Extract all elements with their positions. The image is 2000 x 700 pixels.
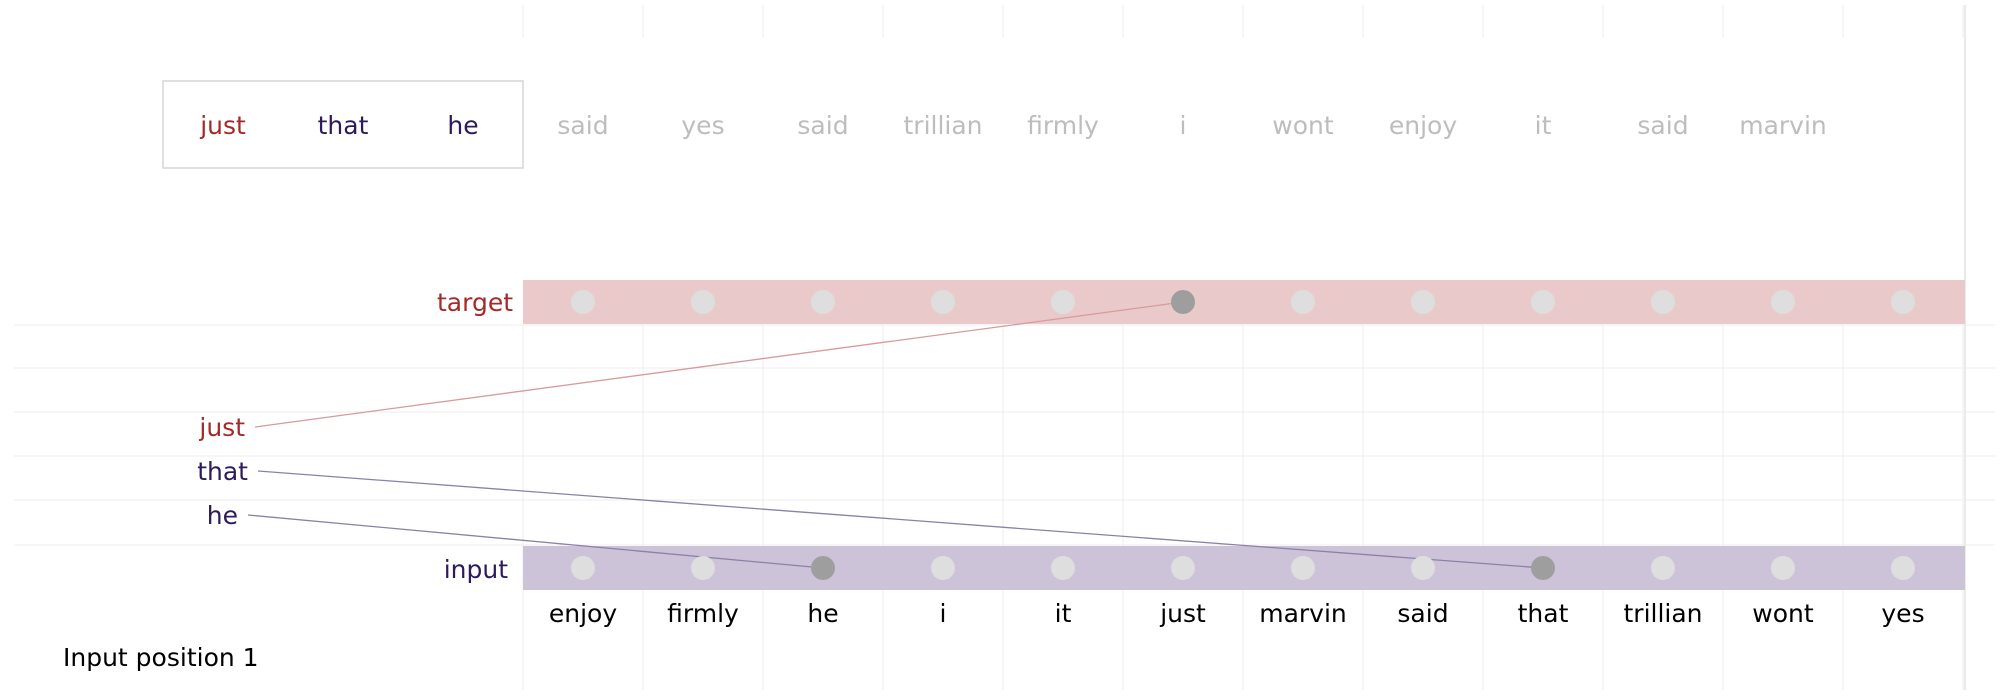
target-dot (1771, 290, 1795, 314)
vocab-label: he (807, 599, 838, 628)
stack-words: just that he (197, 413, 248, 530)
stack-word: that (197, 457, 248, 486)
vocab-label: that (1518, 599, 1569, 628)
input-dot (1771, 556, 1795, 580)
input-dot (1891, 556, 1915, 580)
sequence-word-highlighted: just (199, 111, 246, 140)
target-dot (571, 290, 595, 314)
stack-word: he (207, 501, 238, 530)
vocab-label: trillian (1623, 599, 1702, 628)
target-dot (1651, 290, 1675, 314)
sequence-word: yes (681, 111, 724, 140)
input-dot (1171, 556, 1195, 580)
sequence-word: said (1637, 111, 1688, 140)
target-band (523, 280, 1965, 324)
sequence-word: trillian (903, 111, 982, 140)
target-dot (1411, 290, 1435, 314)
horizontal-grid (14, 324, 1995, 546)
connector-line (254, 301, 1184, 428)
input-row-label: input (444, 555, 509, 584)
input-dot (691, 556, 715, 580)
position-dots (571, 290, 1915, 580)
vertical-grid (522, 5, 1966, 690)
sequence-word: wont (1272, 111, 1334, 140)
sequence-word-highlighted: he (447, 111, 478, 140)
target-dot (931, 290, 955, 314)
vocabulary-labels: enjoy firmly he i it just marvin said that trilli… (549, 599, 1925, 628)
target-dot (1051, 290, 1075, 314)
vocab-label: enjoy (549, 599, 617, 628)
input-dot (1531, 556, 1555, 580)
vocab-label: firmly (667, 599, 739, 628)
stack-word: just (198, 413, 245, 442)
target-dot (1531, 290, 1555, 314)
input-dot (1051, 556, 1075, 580)
input-band (523, 546, 1965, 590)
vocab-label: it (1055, 599, 1072, 628)
sequence-word: enjoy (1389, 111, 1457, 140)
vocab-label: wont (1752, 599, 1814, 628)
vocab-label: said (1397, 599, 1448, 628)
connector-lines (247, 301, 1544, 569)
sequence-word: said (557, 111, 608, 140)
sequence-word: i (1180, 111, 1187, 140)
target-row-label: target (437, 288, 513, 317)
connector-line (247, 514, 824, 569)
target-dot (1291, 290, 1315, 314)
sequence-word: firmly (1027, 111, 1099, 140)
highlight-box (162, 80, 524, 169)
input-dot (571, 556, 595, 580)
sequence-word: marvin (1739, 111, 1827, 140)
input-dot (931, 556, 955, 580)
input-dot (1411, 556, 1435, 580)
sequence-word: said (797, 111, 848, 140)
sequence-words: just that he said yes said trillian firmly i wont… (199, 111, 1827, 140)
vocab-label: marvin (1259, 599, 1347, 628)
target-dot (1171, 290, 1195, 314)
input-dot (1291, 556, 1315, 580)
caption: Input position 1 (63, 643, 259, 672)
sequence-word: it (1535, 111, 1552, 140)
vocab-label: yes (1881, 599, 1924, 628)
vocab-label: just (1159, 599, 1206, 628)
input-dot (811, 556, 835, 580)
sequence-word-highlighted: that (318, 111, 369, 140)
vocab-label: i (940, 599, 947, 628)
connector-line (257, 470, 1544, 569)
target-dot (691, 290, 715, 314)
target-dot (1891, 290, 1915, 314)
input-dot (1651, 556, 1675, 580)
target-dot (811, 290, 835, 314)
